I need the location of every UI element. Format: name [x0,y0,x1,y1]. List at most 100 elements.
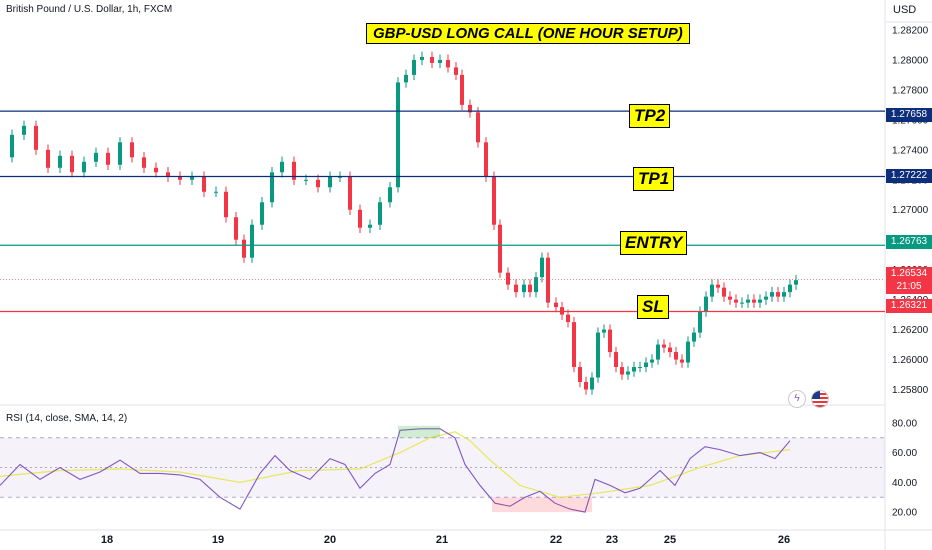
x-tick-label: 18 [101,534,113,546]
currency-label[interactable]: USD [893,4,917,16]
candle [506,272,510,285]
rsi-tick-label: 40.00 [892,478,917,489]
candle [728,296,732,300]
candle [644,362,648,368]
candle [722,287,726,297]
candle [166,172,170,177]
candle [740,302,744,304]
x-tick-label: 20 [324,534,336,546]
x-tick-label: 23 [606,534,618,546]
candle [316,179,320,188]
candle [528,284,532,293]
y-tick-label: 1.25800 [892,385,929,396]
y-tick-label: 1.28200 [892,25,929,36]
candle [758,299,762,303]
rsi-overbought-fill [398,425,440,438]
y-tick-label: 1.26200 [892,325,929,336]
sl-label: SL [637,295,669,319]
candle [270,172,274,203]
candle [378,202,382,225]
candle [22,125,26,135]
candle [680,359,684,363]
tp2-price-tag: 1.27658 [886,108,932,122]
y-tick-label: 1.27400 [892,145,929,156]
candle [578,367,582,383]
candles [10,51,798,395]
y-tick-label: 1.27800 [892,85,929,96]
candle [46,149,50,168]
candle [546,257,550,303]
candle [190,176,194,180]
candle [348,176,352,210]
candle [626,371,630,375]
candle [734,299,738,303]
candle [498,224,502,273]
candle [656,344,660,360]
candle [396,82,400,188]
candle [404,74,408,83]
candle [788,284,792,293]
us-flag-icon[interactable] [811,390,829,408]
candle [716,284,720,288]
candle [608,329,612,353]
y-tick-label: 1.28000 [892,55,929,66]
candle [420,56,424,60]
countdown-tag: 21:05 [886,280,932,294]
candle [388,187,392,203]
candle [752,299,756,303]
rsi-tick-label: 20.00 [892,508,917,519]
candle [770,292,774,297]
candle [250,224,254,258]
candle [614,352,618,368]
candle [522,284,526,293]
candle [242,239,246,258]
symbol-legend: British Pound / U.S. Dollar, 1h, FXCM [6,4,173,15]
rsi-ma-line [0,431,791,498]
candle [584,382,588,390]
candle [540,257,544,278]
rsi-tick-label: 80.00 [892,418,917,429]
entry-price-tag: 1.26763 [886,235,932,249]
candle [662,344,666,348]
candle [10,134,14,158]
candle [460,74,464,105]
rsi-legend: RSI (14, close, SMA, 14, 2) [6,413,128,424]
candle [234,217,238,240]
x-tick-label: 21 [436,534,448,546]
candle [674,352,678,360]
tp1-price-tag: 1.27222 [886,169,932,183]
candle [214,191,218,193]
candle [686,341,690,363]
candle [368,224,372,228]
sl-price-tag: 1.26321 [886,299,932,313]
candle [328,176,332,188]
candle [776,292,780,297]
y-tick-label: 1.26000 [892,355,929,366]
rsi-line [0,428,791,513]
candle [590,377,594,390]
x-tick-label: 19 [212,534,224,546]
tp1-label: TP1 [633,167,675,191]
candle [602,329,606,333]
candle [620,367,624,375]
x-tick-label: 26 [778,534,790,546]
candle [468,104,472,113]
candle [142,157,146,168]
candle [118,142,122,165]
x-tick-label: 22 [550,534,562,546]
candle [710,284,714,297]
candle [154,167,158,173]
candle [572,322,576,368]
candle [704,296,708,312]
tp2-label: TP2 [629,104,671,128]
candle [438,59,442,63]
rsi-band [0,437,885,498]
candle [692,332,696,342]
candle [292,161,296,180]
y-tick-label: 1.27000 [892,205,929,216]
chart-title-annotation: GBP-USD LONG CALL (ONE HOUR SETUP) [366,23,690,44]
candle [668,347,672,353]
candle [260,202,264,225]
lightning-icon[interactable]: ϟ [788,390,806,408]
